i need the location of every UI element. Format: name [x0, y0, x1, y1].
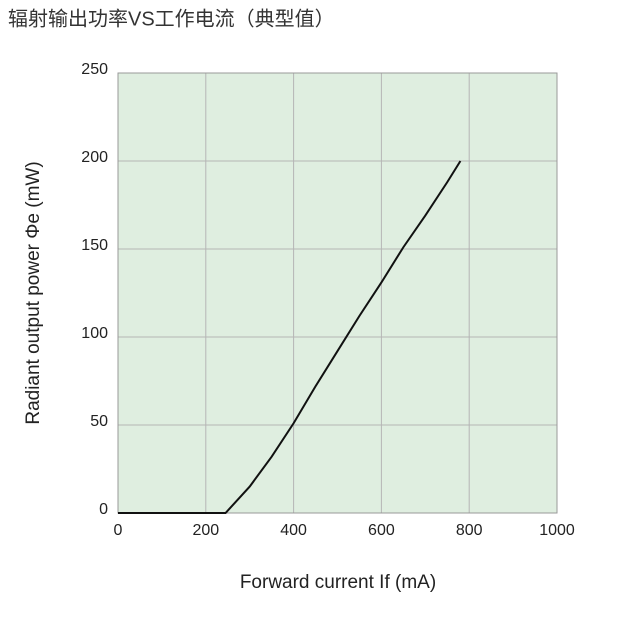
x-tick-label: 0: [114, 522, 123, 539]
x-axis-label: Forward current If (mA): [240, 572, 436, 593]
chart-title: 辐射输出功率VS工作电流（典型值）: [8, 7, 335, 30]
plot-area: [118, 73, 557, 513]
y-tick-label: 50: [90, 413, 108, 430]
y-tick-label: 150: [81, 237, 108, 254]
data-line: [118, 160, 462, 514]
x-tick-label: 400: [280, 522, 307, 539]
x-tick-label: 800: [456, 522, 483, 539]
y-axis-label: Radiant output power Φe (mW): [23, 161, 44, 424]
plot-border: [117, 72, 558, 514]
x-tick-label: 600: [368, 522, 395, 539]
y-tick-label: 200: [81, 149, 108, 166]
y-tick-label: 250: [81, 61, 108, 78]
x-tick-label: 200: [192, 522, 219, 539]
y-tick-label: 0: [99, 501, 108, 518]
x-tick-label: 1000: [539, 522, 575, 539]
y-tick-label: 100: [81, 325, 108, 342]
